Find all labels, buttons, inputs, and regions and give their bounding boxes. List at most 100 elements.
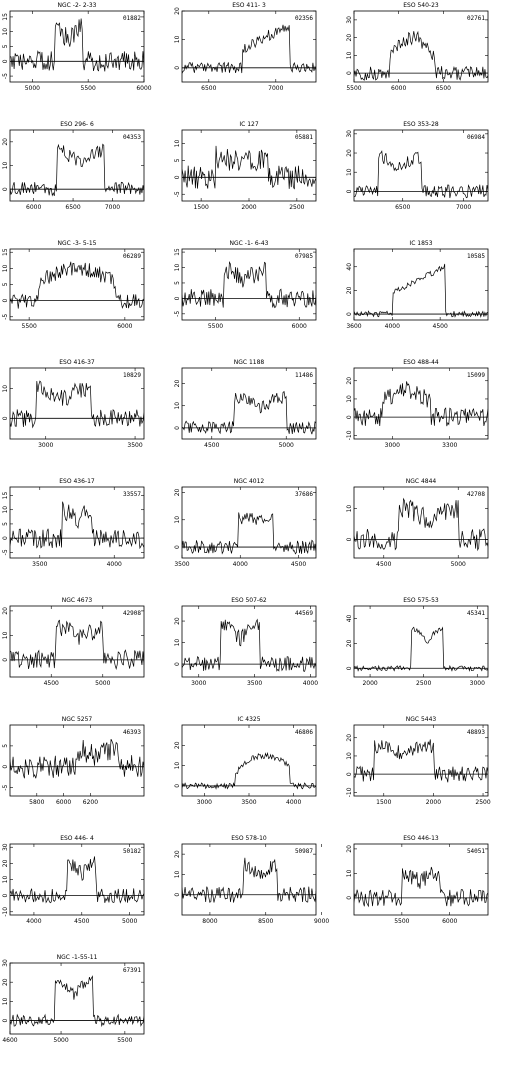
panel-id-label: 67391 (123, 967, 141, 974)
spectrum-line (182, 857, 316, 903)
y-tick-label: 0 (174, 175, 181, 179)
panel-id-label: 48893 (467, 729, 485, 736)
y-tick-label: 0 (174, 662, 181, 666)
x-tick-label: 2000 (362, 680, 377, 687)
x-tick-label: 4000 (286, 799, 301, 806)
panel-id-label: 46806 (295, 729, 313, 736)
panel-id-label: 04353 (123, 134, 141, 141)
y-tick-label: 0 (174, 296, 181, 300)
y-tick-label: 20 (174, 850, 181, 858)
x-tick-label: 7000 (456, 204, 471, 211)
panel-id-label: 42708 (467, 491, 485, 498)
x-tick-label: 5000 (53, 1037, 68, 1044)
y-tick-label: 10 (174, 264, 181, 272)
x-tick-label: 6000 (292, 323, 307, 330)
spectrum-panel: ESO 488-44 15099 3000 3300 -10 0 10 20 (344, 357, 516, 481)
y-tick-label: 20 (174, 617, 181, 625)
x-tick-label: 3500 (174, 561, 189, 568)
spectrum-panel: NGC 5443 48893 1500 2000 2500 -10 0 10 20 (344, 714, 516, 838)
y-tick-label: 20 (346, 845, 353, 853)
panel-title: ESO 416-37 (59, 359, 95, 366)
spectrum-plot: NGC -3- 5-15 06289 5500 6000 -5 0 5 10 15 (2, 240, 145, 330)
y-tick-label: 10 (346, 505, 353, 513)
spectrum-line (354, 263, 488, 318)
spectrum-panel: ESO 578-10 50987 8000 8500 9000 0 10 20 (172, 833, 344, 957)
x-tick-label: 5000 (451, 561, 466, 568)
y-tick-label: 0 (174, 893, 181, 897)
y-tick-label: -5 (2, 549, 9, 555)
panel-id-label: 02356 (295, 15, 313, 22)
y-tick-label: 10 (346, 395, 353, 403)
x-tick-label: 6200 (83, 799, 98, 806)
y-tick-label: 5 (2, 44, 9, 48)
y-tick-label: 20 (2, 138, 9, 146)
spectrum-line (354, 866, 488, 908)
y-tick-label: 10 (174, 35, 181, 43)
spectrum-plot: ESO 446- 4 50182 4000 4500 5000 -10 0 10 20 30 (2, 835, 145, 925)
spectrum-panel: IC 1853 10585 3600 4000 4500 0 20 40 (344, 238, 516, 362)
y-tick-label: 5 (2, 522, 9, 526)
x-tick-label: 5500 (346, 85, 361, 92)
x-tick-label: 5500 (22, 323, 37, 330)
y-tick-label: 15 (2, 248, 9, 256)
x-tick-label: 1500 (194, 204, 209, 211)
y-tick-label: 20 (346, 149, 353, 157)
plot-frame (181, 10, 317, 83)
panel-id-label: 33557 (123, 491, 141, 498)
spectrum-line (10, 143, 144, 197)
spectrum-plot: IC 4325 46806 3000 3500 4000 0 10 20 (174, 716, 317, 806)
x-tick-label: 5000 (122, 918, 137, 925)
y-tick-label: 0 (2, 894, 9, 898)
y-tick-label: 30 (346, 130, 353, 138)
x-tick-label: 2000 (426, 799, 441, 806)
spectrum-panel: ESO 436-17 33557 3500 4000 -5 0 5 10 15 (0, 476, 172, 600)
y-tick-label: 5 (174, 158, 181, 162)
x-tick-label: 7000 (105, 204, 120, 211)
y-tick-label: 20 (174, 380, 181, 388)
x-tick-label: 8000 (202, 918, 217, 925)
y-tick-label: 0 (174, 66, 181, 70)
spectrum-plot: NGC -2- 2-33 01882 5000 5500 6000 -5 0 5 10 15 (2, 2, 152, 92)
spectrum-panel: NGC 1188 11486 4500 5000 0 10 20 (172, 357, 344, 481)
spectrum-plot: ESO 575-53 45341 2000 2500 3000 0 20 40 (346, 597, 489, 687)
panel-id-label: 02761 (467, 15, 485, 22)
y-tick-label: 10 (174, 402, 181, 410)
spectrum-line (10, 18, 144, 72)
y-tick-label: 10 (2, 28, 9, 36)
panel-title: IC 127 (239, 121, 259, 128)
spectrum-line (354, 626, 488, 672)
y-tick-label: 0 (174, 784, 181, 788)
y-tick-label: 0 (2, 765, 9, 769)
y-tick-label: 10 (346, 168, 353, 176)
y-tick-label: -10 (2, 907, 9, 917)
spectrum-plot: ESO 578-10 50987 8000 8500 9000 0 10 20 (174, 835, 329, 925)
panel-id-label: 50182 (123, 848, 141, 855)
panel-id-label: 50987 (295, 848, 313, 855)
plot-frame (9, 367, 145, 440)
spectrum-panel: NGC -3- 5-15 06289 5500 6000 -5 0 5 10 15 (0, 238, 172, 362)
y-tick-label: 10 (346, 869, 353, 877)
spectrum-line (10, 856, 144, 904)
spectrum-plot: ESO 446-13 54051 5500 6000 0 10 20 (346, 835, 489, 925)
spectrum-plot: ESO 353-28 06984 6500 7000 0 10 20 30 (346, 121, 489, 211)
y-tick-label: 10 (2, 385, 9, 393)
y-tick-label: 0 (2, 187, 9, 191)
y-tick-label: 30 (2, 959, 9, 967)
panel-id-label: 37686 (295, 491, 313, 498)
panel-id-label: 01882 (123, 15, 141, 22)
spectrum-line (182, 751, 316, 790)
y-tick-label: 20 (346, 639, 353, 647)
x-tick-label: 4500 (44, 680, 59, 687)
y-tick-label: 20 (174, 488, 181, 496)
y-tick-label: -10 (346, 787, 353, 797)
x-tick-label: 3000 (385, 442, 400, 449)
panel-id-label: 11486 (295, 372, 313, 379)
spectrum-line (10, 380, 144, 429)
panel-id-label: 07985 (295, 253, 313, 260)
spectrum-plot: ESO 436-17 33557 3500 4000 -5 0 5 10 15 (2, 478, 145, 568)
x-tick-label: 2500 (289, 204, 304, 211)
panel-title: ESO 446-13 (403, 835, 439, 842)
plot-frame (181, 486, 317, 559)
y-tick-label: 30 (346, 16, 353, 24)
